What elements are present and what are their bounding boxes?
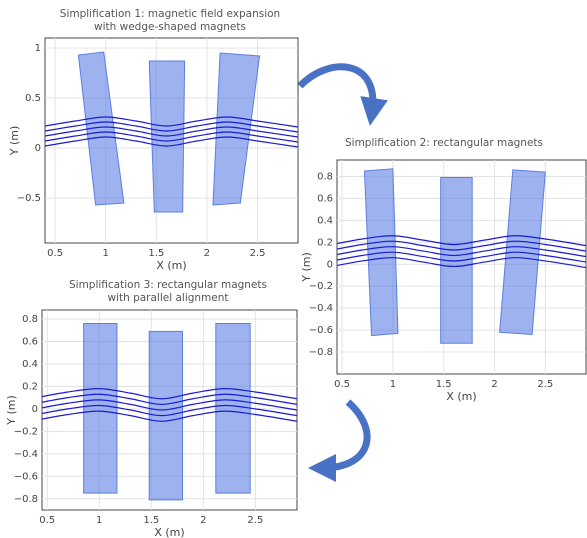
y-tick-label: 1 bbox=[35, 43, 41, 54]
x-axis-label: X (m) bbox=[446, 390, 476, 403]
y-tick-label: −0.8 bbox=[14, 494, 38, 505]
field-line bbox=[45, 136, 298, 148]
field-line bbox=[337, 257, 586, 269]
magnet bbox=[363, 168, 399, 337]
y-tick-label: −0.2 bbox=[14, 426, 38, 437]
x-tick-label: 1.5 bbox=[436, 379, 452, 390]
field-line bbox=[42, 404, 297, 417]
y-tick-label: 0.8 bbox=[317, 171, 333, 182]
y-tick-label: 0.6 bbox=[22, 336, 38, 347]
magnet bbox=[212, 52, 261, 206]
x-tick-label: 1 bbox=[103, 248, 109, 259]
x-axis-label: X (m) bbox=[154, 526, 184, 538]
field-line bbox=[42, 388, 297, 400]
y-tick-label: 0 bbox=[32, 404, 38, 415]
x-axis-label: X (m) bbox=[156, 259, 186, 272]
y-tick-label: 0.4 bbox=[22, 359, 38, 370]
x-tick-label: 2.5 bbox=[250, 248, 266, 259]
field-line bbox=[45, 121, 298, 133]
arrow bbox=[297, 63, 388, 126]
chart-title: with parallel alignment bbox=[107, 292, 228, 304]
x-tick-label: 0.5 bbox=[39, 515, 55, 526]
y-tick-label: −0.2 bbox=[309, 281, 333, 292]
plot-content bbox=[42, 322, 297, 501]
y-tick-label: −0.8 bbox=[309, 347, 333, 358]
x-tick-label: 1 bbox=[96, 515, 102, 526]
y-tick-label: 0.4 bbox=[317, 215, 333, 226]
y-axis-label: Y (m) bbox=[300, 252, 313, 283]
x-tick-label: 2 bbox=[491, 379, 497, 390]
x-tick-label: 0.5 bbox=[47, 248, 63, 259]
x-tick-label: 2.5 bbox=[247, 515, 263, 526]
chart-title: Simplification 2: rectangular magnets bbox=[345, 137, 543, 149]
arrow bbox=[308, 399, 371, 482]
subplot: Simplification 2: rectangular magnets 0.5… bbox=[300, 137, 587, 403]
subplot: Simplification 3: rectangular magnetswit… bbox=[5, 279, 298, 538]
field-line bbox=[337, 240, 586, 252]
x-tick-label: 2 bbox=[200, 515, 206, 526]
plot-content bbox=[337, 168, 586, 344]
y-tick-label: −0.6 bbox=[309, 325, 333, 336]
x-tick-label: 2.5 bbox=[537, 379, 553, 390]
chart-title: with wedge-shaped magnets bbox=[94, 21, 246, 33]
y-tick-label: −0.4 bbox=[14, 449, 38, 460]
y-tick-label: 0.8 bbox=[22, 314, 38, 325]
chart-title: Simplification 3: rectangular magnets bbox=[69, 279, 267, 291]
x-tick-label: 0.5 bbox=[334, 379, 350, 390]
magnet bbox=[83, 322, 118, 494]
field-line bbox=[45, 126, 298, 138]
field-line bbox=[45, 131, 298, 143]
y-axis-label: Y (m) bbox=[8, 126, 21, 157]
field-line bbox=[42, 410, 297, 422]
field-line bbox=[337, 246, 586, 258]
y-tick-label: −0.5 bbox=[17, 193, 41, 204]
chart-title: Simplification 1: magnetic field expansi… bbox=[60, 8, 280, 20]
field-line bbox=[45, 116, 298, 128]
y-tick-label: 0.6 bbox=[317, 193, 333, 204]
field-line bbox=[337, 251, 586, 263]
field-line bbox=[42, 399, 297, 411]
field-line bbox=[42, 393, 297, 405]
x-tick-label: 1 bbox=[390, 379, 396, 390]
magnet bbox=[77, 51, 125, 206]
y-tick-label: −0.4 bbox=[309, 303, 333, 314]
magnet bbox=[215, 322, 251, 494]
plot-content bbox=[45, 51, 298, 213]
x-tick-label: 1.5 bbox=[143, 515, 159, 526]
subplot: Simplification 1: magnetic field expansi… bbox=[8, 8, 299, 272]
y-tick-label: −0.6 bbox=[14, 471, 38, 482]
field-line bbox=[337, 235, 586, 247]
y-axis-label: Y (m) bbox=[5, 395, 18, 426]
x-tick-label: 2 bbox=[204, 248, 210, 259]
y-tick-label: 0.2 bbox=[22, 381, 38, 392]
x-tick-label: 1.5 bbox=[148, 248, 164, 259]
y-tick-label: 0.5 bbox=[25, 93, 41, 104]
y-tick-label: 0 bbox=[35, 143, 41, 154]
y-tick-label: 0.2 bbox=[317, 237, 333, 248]
y-tick-label: 0 bbox=[327, 259, 333, 270]
